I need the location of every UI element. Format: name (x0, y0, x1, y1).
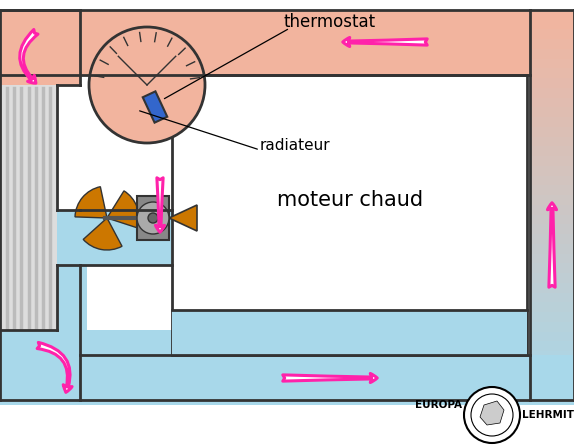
Bar (530, 215, 574, 225)
Bar (530, 195, 574, 206)
Bar (57, 265, 87, 405)
Bar (530, 234, 574, 245)
Bar (530, 254, 574, 264)
Bar (530, 322, 574, 333)
Bar (530, 20, 574, 30)
Bar (530, 283, 574, 294)
Bar (530, 39, 574, 50)
Text: LEHRMITTEL: LEHRMITTEL (522, 410, 574, 420)
Text: thermostat: thermostat (284, 13, 376, 31)
Text: moteur chaud: moteur chaud (277, 190, 423, 210)
Wedge shape (75, 187, 107, 218)
Bar (530, 176, 574, 186)
Bar (0, 85, 57, 330)
Bar (0, 10, 80, 85)
Polygon shape (169, 205, 197, 231)
Wedge shape (83, 218, 122, 250)
Bar (530, 205, 574, 216)
Text: radiateur: radiateur (259, 138, 330, 152)
Bar (530, 312, 574, 323)
Bar (530, 98, 574, 108)
Bar (530, 263, 574, 274)
Bar (172, 75, 527, 355)
Bar (0, 355, 574, 405)
Bar (530, 156, 574, 167)
Bar (530, 127, 574, 138)
Bar (530, 49, 574, 60)
Bar (530, 59, 574, 69)
Wedge shape (107, 191, 139, 228)
Bar (530, 137, 574, 147)
Polygon shape (480, 401, 504, 425)
Bar (172, 310, 527, 355)
Bar (530, 78, 574, 89)
Bar (530, 146, 574, 157)
Bar (530, 371, 574, 382)
Polygon shape (143, 91, 167, 123)
Bar (530, 69, 574, 79)
Bar (530, 361, 574, 372)
Circle shape (464, 387, 520, 443)
Bar (530, 88, 574, 99)
Bar (57, 330, 172, 400)
Bar (530, 273, 574, 284)
Bar (530, 390, 574, 401)
Bar (0, 10, 574, 75)
Bar (530, 30, 574, 40)
Bar (530, 341, 574, 352)
Bar (530, 302, 574, 313)
Bar (530, 108, 574, 118)
Bar (530, 332, 574, 343)
Text: EUROPA: EUROPA (415, 400, 462, 410)
Bar (530, 117, 574, 128)
Bar (0, 330, 80, 405)
Bar (530, 244, 574, 255)
Bar (530, 293, 574, 303)
Bar (530, 185, 574, 196)
Bar (57, 210, 172, 265)
Bar (530, 10, 574, 21)
Circle shape (148, 213, 158, 223)
Polygon shape (177, 105, 232, 160)
Bar (530, 380, 574, 391)
Bar (530, 351, 574, 362)
Bar (137, 196, 169, 240)
Bar (530, 166, 574, 177)
Bar (57, 210, 172, 265)
Circle shape (89, 27, 205, 143)
Circle shape (137, 202, 169, 234)
Bar (530, 224, 574, 235)
